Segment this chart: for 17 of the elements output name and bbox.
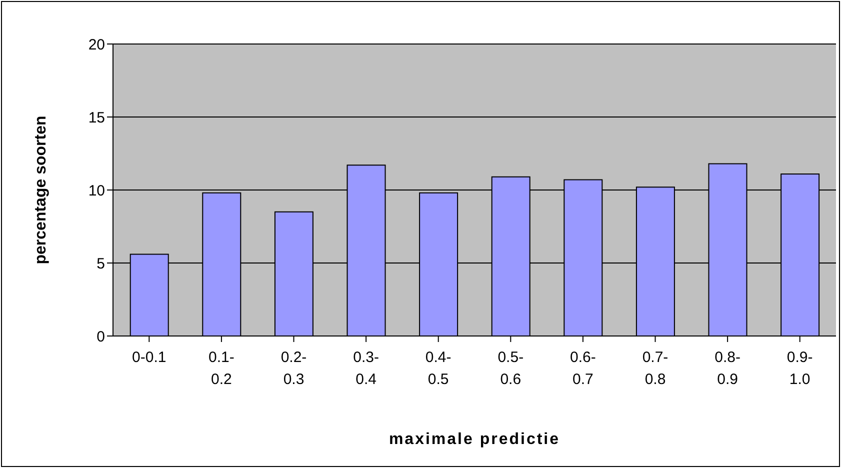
y-tick-label: 20 [88,36,105,54]
y-axis-title: percentage soorten [32,116,50,264]
y-tick-label: 10 [88,182,105,200]
x-tick-label: 0.4-0.5 [425,349,452,388]
y-tick-label: 0 [96,328,105,346]
x-tick-label: 0.6-0.7 [570,349,596,388]
x-tick-label: 0.9-1.0 [786,349,813,388]
x-axis-title: maximale predictie [388,431,560,448]
x-tick-label: 0-0.1 [132,349,166,366]
x-tick-label: 0.7-0.8 [642,349,668,388]
y-tick-label: 5 [96,255,105,272]
x-tick-label: 0.5-0.6 [498,349,524,388]
x-tick-label: 0.1-0.2 [208,349,234,388]
x-tick-label: 0.8-0.9 [714,349,740,388]
x-tick-label: 0.3-0.4 [353,349,379,388]
y-tick-label: 15 [88,109,105,126]
x-tick-label: 0.2-0.3 [280,349,307,388]
